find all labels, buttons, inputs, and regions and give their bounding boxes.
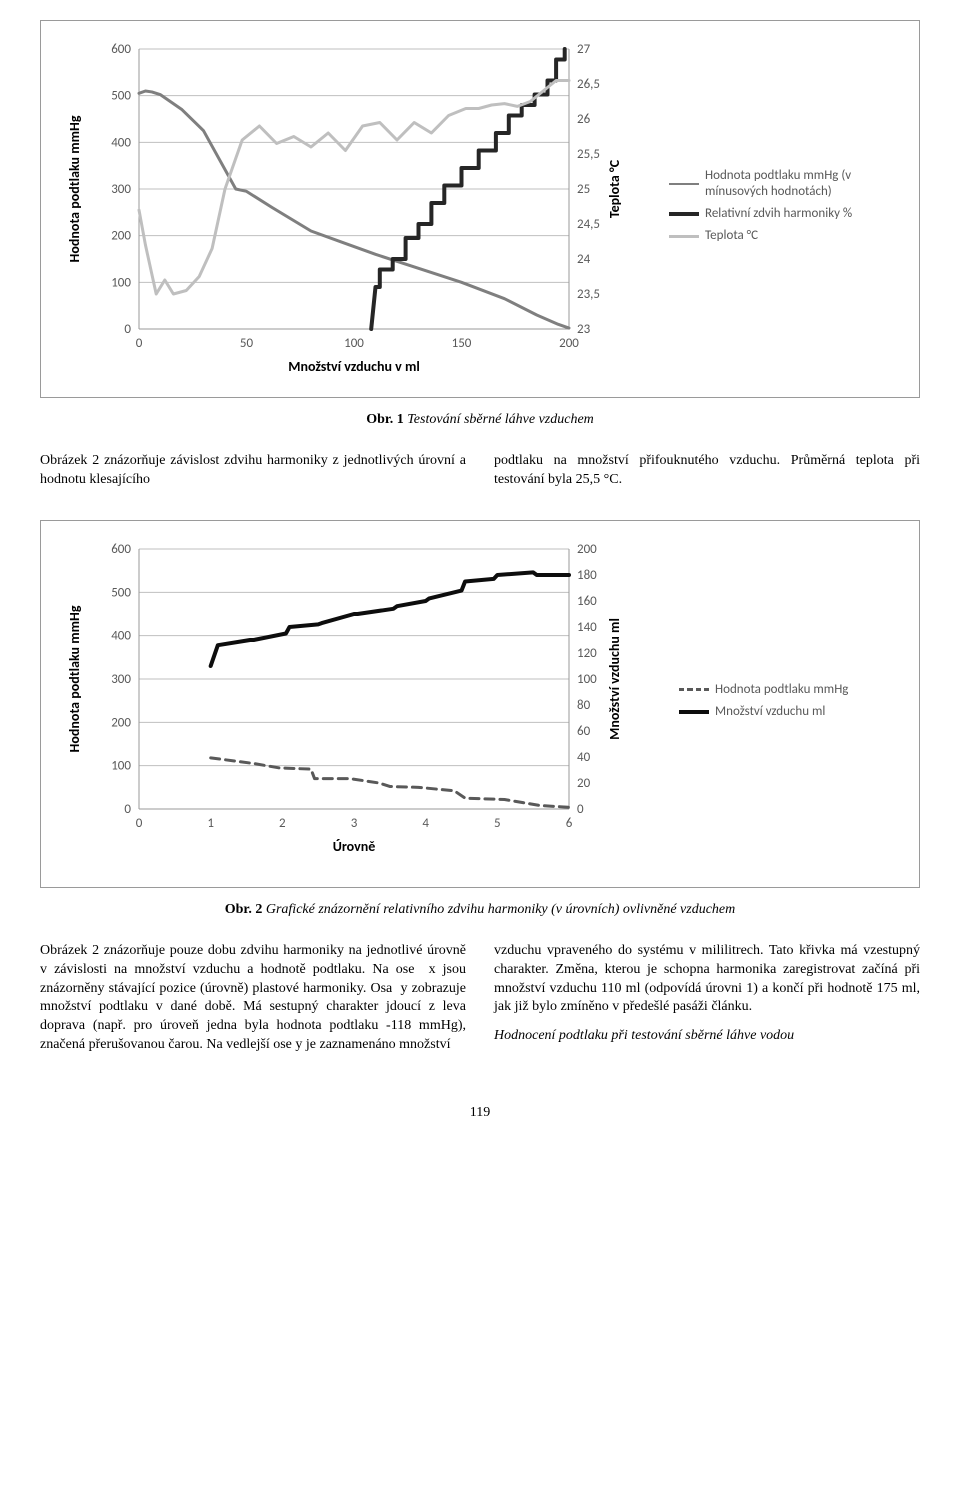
svg-text:500: 500	[111, 89, 131, 104]
svg-text:1: 1	[207, 816, 214, 831]
para2-left: Obrázek 2 znázorňuje pouze dobu zdvihu h…	[40, 942, 466, 1055]
legend-item: Teplota °C	[669, 228, 901, 244]
legend-swatch	[679, 710, 709, 714]
svg-text:600: 600	[111, 542, 131, 557]
svg-text:500: 500	[111, 585, 131, 600]
svg-text:200: 200	[111, 715, 131, 730]
chart-2-legend: Hodnota podtlaku mmHg Množství vzduchu ml	[679, 682, 848, 727]
legend-swatch	[679, 688, 709, 692]
svg-text:0: 0	[124, 802, 131, 817]
legend-item: Relativní zdvih harmoniky %	[669, 206, 901, 222]
svg-text:0: 0	[136, 816, 143, 831]
svg-text:0: 0	[124, 322, 131, 337]
caption-label: Obr. 2	[225, 902, 263, 917]
chart-1-caption: Obr. 1 Testování sběrné láhve vzduchem	[40, 412, 920, 428]
svg-text:0: 0	[136, 336, 143, 351]
legend-swatch	[669, 183, 699, 186]
svg-text:140: 140	[577, 620, 597, 635]
svg-text:200: 200	[577, 542, 597, 557]
svg-text:160: 160	[577, 594, 597, 609]
para2-right-heading: Hodnocení podtlaku při testování sběrné …	[494, 1027, 920, 1046]
legend-swatch	[669, 212, 699, 216]
svg-text:3: 3	[351, 816, 358, 831]
svg-text:180: 180	[577, 568, 597, 583]
svg-text:100: 100	[577, 672, 597, 687]
svg-text:120: 120	[577, 646, 597, 661]
svg-text:300: 300	[111, 182, 131, 197]
svg-text:23: 23	[577, 322, 591, 337]
svg-text:24: 24	[577, 252, 591, 267]
caption-text: Grafické znázornění relativního zdvihu h…	[266, 902, 735, 917]
svg-text:23,5: 23,5	[577, 287, 600, 302]
svg-text:20: 20	[577, 776, 591, 791]
svg-text:150: 150	[452, 336, 472, 351]
caption-text: Testování sběrné láhve vzduchem	[407, 412, 594, 427]
svg-text:200: 200	[111, 229, 131, 244]
svg-text:50: 50	[240, 336, 254, 351]
svg-text:24,5: 24,5	[577, 217, 600, 232]
legend-swatch	[669, 235, 699, 238]
svg-text:Množství vzduchu v ml: Množství vzduchu v ml	[288, 358, 420, 375]
svg-text:Úrovně: Úrovně	[333, 838, 376, 855]
svg-text:Teplota °C: Teplota °C	[606, 159, 623, 218]
chart-1-legend: Hodnota podtlaku mmHg (v mínusových hodn…	[669, 168, 901, 251]
svg-text:300: 300	[111, 672, 131, 687]
legend-label: Hodnota podtlaku mmHg	[715, 682, 848, 698]
para2-right-1: vzduchu vpraveného do systému v mililitr…	[494, 942, 920, 1018]
chart-2: 0100200300400500600012345602040608010012…	[59, 539, 669, 869]
svg-text:100: 100	[111, 758, 131, 773]
paragraph-2: Obrázek 2 znázorňuje pouze dobu zdvihu h…	[40, 942, 920, 1065]
svg-text:80: 80	[577, 698, 591, 713]
svg-text:26,5: 26,5	[577, 77, 600, 92]
svg-text:5: 5	[494, 816, 501, 831]
svg-text:100: 100	[344, 336, 364, 351]
svg-text:200: 200	[559, 336, 579, 351]
chart-1-container: 01002003004005006000501001502002323,5242…	[40, 20, 920, 398]
svg-text:26: 26	[577, 112, 591, 127]
svg-text:60: 60	[577, 724, 591, 739]
svg-text:400: 400	[111, 628, 131, 643]
chart-2-caption: Obr. 2 Grafické znázornění relativního z…	[40, 902, 920, 918]
legend-item: Množství vzduchu ml	[679, 704, 848, 720]
legend-label: Teplota °C	[705, 228, 758, 244]
legend-label: Hodnota podtlaku mmHg (v mínusových hodn…	[705, 168, 901, 201]
para1-left: Obrázek 2 znázorňuje závislost zdvihu ha…	[40, 452, 466, 490]
chart-1: 01002003004005006000501001502002323,5242…	[59, 39, 659, 379]
svg-text:Množství vzduchu ml: Množství vzduchu ml	[606, 618, 623, 740]
legend-item: Hodnota podtlaku mmHg	[679, 682, 848, 698]
svg-text:4: 4	[422, 816, 429, 831]
chart-2-container: 0100200300400500600012345602040608010012…	[40, 520, 920, 888]
svg-text:25,5: 25,5	[577, 147, 600, 162]
svg-text:40: 40	[577, 750, 591, 765]
legend-label: Relativní zdvih harmoniky %	[705, 206, 852, 222]
svg-text:400: 400	[111, 135, 131, 150]
paragraph-1: Obrázek 2 znázorňuje závislost zdvihu ha…	[40, 452, 920, 500]
caption-label: Obr. 1	[366, 412, 404, 427]
svg-text:25: 25	[577, 182, 590, 197]
legend-label: Množství vzduchu ml	[715, 704, 825, 720]
svg-text:600: 600	[111, 42, 131, 57]
svg-text:100: 100	[111, 275, 131, 290]
para1-right: podtlaku na množství přifouknutého vzduc…	[494, 452, 920, 490]
svg-text:2: 2	[279, 816, 286, 831]
svg-text:6: 6	[566, 816, 573, 831]
svg-text:0: 0	[577, 802, 584, 817]
legend-item: Hodnota podtlaku mmHg (v mínusových hodn…	[669, 168, 901, 201]
svg-text:Hodnota podtlaku mmHg: Hodnota podtlaku mmHg	[66, 605, 83, 752]
svg-text:27: 27	[577, 42, 591, 57]
page-number: 119	[40, 1105, 920, 1121]
svg-text:Hodnota podtlaku mmHg: Hodnota podtlaku mmHg	[66, 115, 83, 262]
